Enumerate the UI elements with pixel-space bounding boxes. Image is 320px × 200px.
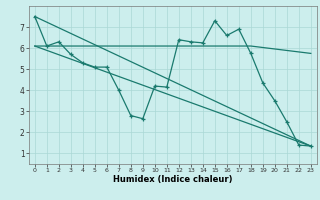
X-axis label: Humidex (Indice chaleur): Humidex (Indice chaleur)	[113, 175, 233, 184]
